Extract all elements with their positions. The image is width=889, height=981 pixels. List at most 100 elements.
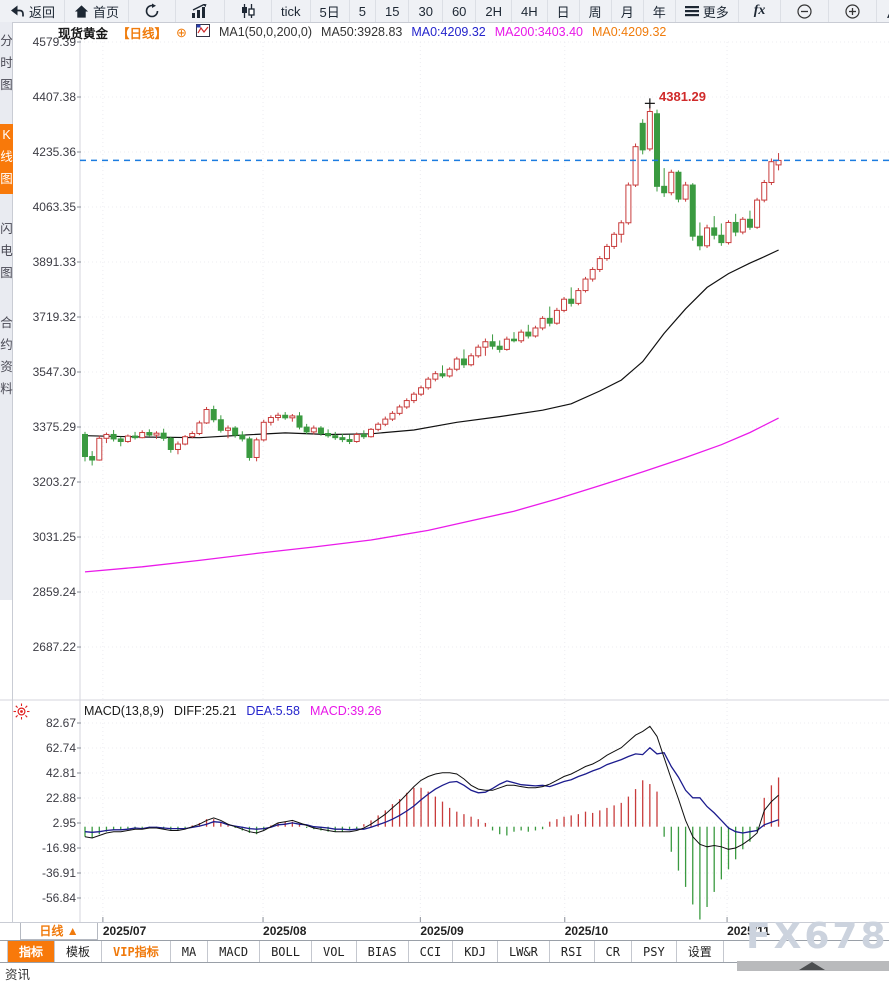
watermark: FX678 bbox=[746, 916, 889, 957]
macd-axis-label: 22.88 bbox=[45, 791, 76, 805]
macd-axis-label: -56.84 bbox=[41, 891, 76, 905]
sidebar-divider bbox=[12, 22, 13, 922]
macd-diff-value: DIFF:25.21 bbox=[173, 704, 237, 718]
interval-month[interactable]: 月 bbox=[612, 0, 644, 22]
indicator-tab-lwxr[interactable]: LW&R bbox=[498, 941, 550, 962]
toolbar-item-label: 15 bbox=[385, 3, 400, 19]
toolbar-item-label: 30 bbox=[418, 3, 433, 19]
toolbar-item-label: 月 bbox=[620, 4, 634, 20]
price-axis-label: 3031.25 bbox=[32, 530, 76, 545]
zoom-out-button[interactable] bbox=[781, 0, 830, 22]
price-axis-label: 3375.29 bbox=[32, 420, 76, 434]
toolbar-item-label: 4H bbox=[521, 3, 538, 19]
sidebar-tab-contract-info[interactable]: 合约资料 bbox=[0, 312, 13, 406]
time-axis-label: 2025/08 bbox=[263, 924, 307, 938]
macd-dea-value: DEA:5.58 bbox=[246, 704, 300, 718]
ma0-orange-value: MA0:4209.32 bbox=[591, 25, 667, 39]
indicator-tab-xx[interactable]: 模板 bbox=[55, 941, 103, 962]
indicator-hot-icon[interactable] bbox=[12, 702, 31, 726]
fx-icon: fx bbox=[753, 3, 766, 18]
macd-diff-line bbox=[84, 725, 779, 850]
macd-header: MACD(13,8,9) DIFF:25.21 DEA:5.58 MACD:39… bbox=[84, 704, 382, 718]
legend-chart-icon[interactable] bbox=[195, 24, 210, 40]
sidebar-tab-lightning-chart[interactable]: 闪电图 bbox=[0, 218, 13, 288]
home-button[interactable]: 首页 bbox=[65, 0, 130, 22]
area-chart-button[interactable] bbox=[176, 0, 226, 22]
interval-60[interactable]: 60 bbox=[443, 0, 477, 22]
interval-year[interactable]: 年 bbox=[644, 0, 676, 22]
period-dropdown-button[interactable]: 日线 ▲ bbox=[20, 923, 98, 940]
interval-30[interactable]: 30 bbox=[409, 0, 443, 22]
high-cross-marker bbox=[644, 98, 655, 109]
indicator-tab-xx[interactable]: 指标 bbox=[7, 941, 56, 962]
indicator-tab-psy[interactable]: PSY bbox=[632, 941, 677, 962]
xaxis-separator bbox=[0, 922, 889, 923]
sidebar-tab-char: 图 bbox=[0, 78, 13, 92]
candle-chart-button[interactable] bbox=[225, 0, 273, 22]
interval-2h[interactable]: 2H bbox=[476, 0, 513, 22]
panel-expand-handle[interactable] bbox=[737, 961, 889, 971]
interval-15[interactable]: 15 bbox=[376, 0, 410, 22]
interval-day[interactable]: 日 bbox=[548, 0, 580, 22]
interval-5[interactable]: 5 bbox=[350, 0, 376, 22]
refresh-icon bbox=[144, 3, 160, 19]
macd-axis-label: 42.81 bbox=[45, 766, 76, 780]
zoom-in-button[interactable] bbox=[829, 0, 878, 22]
indicator-tab-ma[interactable]: MA bbox=[171, 941, 209, 962]
sidebar-tab-char: 闪 bbox=[0, 222, 13, 236]
interval-week[interactable]: 周 bbox=[580, 0, 612, 22]
news-panel-label[interactable]: 资讯 bbox=[5, 968, 31, 981]
indicator-tab-cr[interactable]: CR bbox=[595, 941, 632, 962]
indicator-tab-bias[interactable]: BIAS bbox=[357, 941, 409, 962]
price-axis-label: 4579.39 bbox=[32, 35, 76, 49]
indicator-tab-xx[interactable]: 设置 bbox=[677, 941, 724, 962]
more-button[interactable]: 更多 bbox=[676, 0, 739, 22]
interval-4h[interactable]: 4H bbox=[512, 0, 548, 22]
ma0-blue-value: MA0:4209.32 bbox=[411, 25, 486, 39]
sidebar-tab-char: 约 bbox=[0, 338, 13, 352]
add-overlay-icon[interactable]: ⊕ bbox=[176, 24, 187, 40]
price-axis-label: 4235.36 bbox=[32, 145, 76, 159]
sidebar-tab-char: 图 bbox=[0, 266, 13, 280]
time-axis-label: 2025/09 bbox=[420, 924, 464, 938]
symbol-name: 现货黄金 bbox=[58, 26, 109, 41]
sidebar-tab-char: 线 bbox=[0, 150, 13, 164]
sidebar-tab-char: 时 bbox=[0, 56, 13, 70]
period-label: 【日线】 bbox=[117, 26, 168, 41]
ma50-value: MA50:3928.83 bbox=[321, 25, 403, 39]
ma-settings: MA1(50,0,200,0) bbox=[218, 25, 313, 39]
toolbar-item-label: 返回 bbox=[29, 4, 56, 20]
indicator-tabbar: 指标 模板 VIP指标 MA MACD BOLL VOL BIAS CCI KDJ LW&R RSI C… bbox=[0, 940, 889, 963]
price-axis-label: 4063.35 bbox=[32, 200, 76, 214]
indicator-tab-boll[interactable]: BOLL bbox=[260, 941, 312, 962]
sidebar-tab-char: K bbox=[2, 128, 11, 142]
macd-axis-label: -16.98 bbox=[41, 841, 76, 855]
indicator-tab-vipxx[interactable]: VIP指标 bbox=[102, 941, 171, 962]
price-axis-label: 3203.27 bbox=[32, 475, 76, 489]
toolbar-item-label: 5 bbox=[358, 3, 366, 19]
indicator-tab-vol[interactable]: VOL bbox=[312, 941, 357, 962]
fx-button[interactable]: fx bbox=[739, 0, 782, 22]
toolbar-item-label: tick bbox=[281, 3, 301, 19]
refresh-button[interactable] bbox=[129, 0, 177, 22]
indicator-tab-macd[interactable]: MACD bbox=[208, 941, 261, 962]
indicator-tab-rsi[interactable]: RSI bbox=[550, 941, 595, 962]
indicator-tab-cci[interactable]: CCI bbox=[409, 941, 454, 962]
sidebar-tab-time-chart[interactable]: 分时图 bbox=[0, 30, 13, 96]
interval-5d[interactable]: 5日 bbox=[311, 0, 350, 22]
home-icon bbox=[74, 4, 89, 19]
ma50-line bbox=[84, 249, 779, 439]
price-axis-label: 4407.38 bbox=[32, 90, 76, 104]
zoom-out-icon bbox=[796, 3, 813, 20]
toolbar-item-label: 更多 bbox=[702, 4, 729, 20]
back-button[interactable]: 返回 bbox=[0, 0, 66, 22]
time-axis-label: 2025/10 bbox=[564, 924, 609, 938]
sidebar-tab-char: 合 bbox=[0, 316, 13, 330]
interval-tick[interactable]: tick bbox=[272, 0, 311, 22]
indicator-tab-kdj[interactable]: KDJ bbox=[453, 941, 498, 962]
chart-legend-row: 现货黄金 【日线】 ⊕ MA1(50,0,200,0) MA50:3928.83… bbox=[58, 24, 667, 41]
price-axis-label: 3719.32 bbox=[32, 310, 76, 324]
